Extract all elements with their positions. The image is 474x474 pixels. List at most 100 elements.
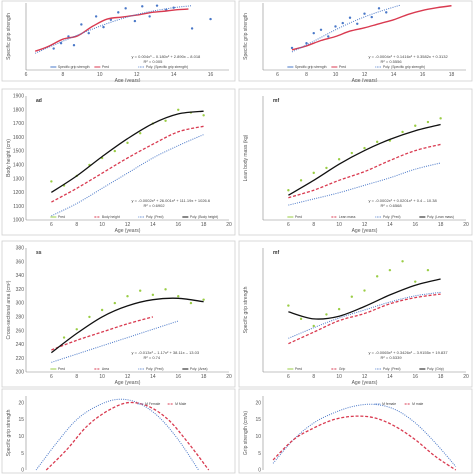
data-point: [439, 117, 442, 120]
y-tick-label: 1000: [13, 218, 24, 224]
data-point: [385, 11, 388, 14]
panel-frame: [238, 240, 473, 388]
panel-frame: [238, 388, 473, 474]
data-point: [124, 7, 127, 10]
data-point: [87, 31, 90, 35]
y-tick-label: 10: [255, 434, 261, 440]
series-line: [272, 403, 457, 467]
x-tick-label: 6: [25, 72, 28, 78]
x-tick-label: 12: [134, 72, 140, 78]
x-tick-label: 16: [420, 72, 426, 78]
legend-label: M male: [412, 402, 423, 406]
data-point: [113, 301, 117, 305]
x-tick-label: 18: [449, 72, 455, 78]
y-tick-label: 320: [16, 287, 25, 293]
data-point: [319, 28, 323, 31]
data-point: [287, 189, 290, 192]
series-line: [35, 398, 199, 471]
regression-equation: y = -0.0002x³ + 0.0201x² + 0.4 – 10.38: [369, 198, 438, 203]
y-tick-label: 260: [16, 328, 25, 334]
data-point: [337, 158, 341, 161]
panel-frame: [1, 0, 236, 82]
legend-label: Poly. (Specific grip strength): [383, 65, 425, 69]
series-line: [288, 278, 441, 320]
panel-frame: [238, 88, 473, 236]
y-tick-label: 1800: [13, 107, 24, 113]
panel-frame: [1, 88, 236, 236]
x-tick-label: 8: [312, 374, 315, 380]
data-point: [67, 35, 70, 38]
data-point: [126, 141, 129, 145]
y-tick-label: 1500: [13, 149, 24, 155]
x-tick-label: 12: [362, 222, 368, 228]
r-squared-label: R² = 0.74: [144, 355, 161, 360]
x-tick-label: 8: [75, 222, 78, 228]
data-point: [102, 25, 105, 29]
data-point: [164, 119, 167, 122]
series-line: [288, 123, 441, 196]
data-point: [299, 179, 303, 182]
x-tick-label: 14: [171, 72, 177, 78]
x-tick-label: 18: [438, 374, 444, 380]
data-point: [377, 7, 381, 10]
x-tick-label: 6: [287, 222, 290, 228]
regression-equation: y = -0.0002x³ + 26.001x² + 111.19x + 102…: [132, 198, 211, 203]
data-point: [341, 21, 344, 25]
x-tick-label: 12: [125, 222, 131, 228]
x-tick-label: 8: [62, 72, 65, 78]
legend-label: Pred: [295, 367, 302, 371]
legend-label: Area: [102, 367, 109, 371]
data-point: [312, 31, 315, 35]
series-line: [51, 125, 204, 203]
chart-panel-5: 6 8 10 12 14 16 18 20 200 220 240 260 280 300 320 340 36…: [0, 240, 237, 388]
series-line: [288, 291, 441, 339]
r-squared-label: R² = 0.5556: [381, 59, 403, 64]
series-line: [288, 143, 441, 199]
series-line: [291, 5, 452, 51]
data-point: [164, 288, 167, 291]
legend-label: Pred: [102, 65, 109, 69]
regression-equation: y = 0.004x³ – 0.180x² + 2.890x – 8.018: [132, 54, 201, 59]
data-point: [177, 295, 180, 298]
data-point: [141, 5, 144, 8]
data-point: [151, 293, 155, 297]
x-tick-label: 12: [362, 72, 368, 78]
data-point: [375, 140, 379, 144]
data-point: [80, 23, 83, 26]
series-line: [34, 5, 193, 54]
y-axis-title: Specific grip strength: [6, 409, 12, 456]
series-line: [34, 8, 189, 52]
x-tick-label: 16: [175, 222, 181, 228]
data-point: [117, 11, 120, 14]
y-tick-label: 200: [16, 370, 25, 376]
y-tick-label: 360: [16, 259, 25, 265]
data-point: [100, 308, 104, 312]
data-point: [363, 146, 366, 150]
x-tick-label: 14: [391, 72, 397, 78]
x-tick-label: 18: [201, 374, 207, 380]
y-tick-label: 240: [16, 342, 25, 348]
y-axis-title: Specific grip strength: [6, 13, 12, 60]
chart-svg-8: 20 15 10 5 0 Grip strength (cm/s) M female M ma…: [238, 388, 473, 474]
legend-label: Poly. (Specific grip strength): [146, 65, 188, 69]
data-point: [72, 44, 76, 47]
chart-panel-4: 6 8 10 12 14 16 18 20 Age (years) Lean body mass …: [237, 88, 474, 236]
chart-panel-3: 6 8 10 12 14 16 18 20 1000 1100 1200 1300 1400 1500 16…: [0, 88, 237, 236]
data-point: [370, 15, 373, 19]
series-line: [272, 415, 457, 471]
y-tick-label: 10: [18, 434, 24, 440]
legend-label: Pred: [58, 367, 65, 371]
regression-equation: y = -0.0065x³ + 0.3426x² – 3.9155x + 19.…: [369, 350, 449, 355]
x-axis-title: Age (years): [115, 228, 141, 234]
data-point: [356, 22, 359, 25]
legend-label: Poly. (Pred): [383, 215, 401, 219]
y-tick-label: 1900: [13, 94, 24, 100]
chart-svg-3: 6 8 10 12 14 16 18 20 1000 1100 1200 1300 1400 1500 16…: [1, 88, 236, 236]
data-point: [290, 46, 294, 50]
data-point: [350, 295, 354, 298]
x-tick-label: 16: [208, 72, 214, 78]
x-tick-label: 10: [99, 222, 105, 228]
x-axis-title: Age (years): [352, 228, 378, 234]
x-axis-title: Age (years): [352, 78, 378, 82]
x-tick-label: 14: [387, 374, 393, 380]
